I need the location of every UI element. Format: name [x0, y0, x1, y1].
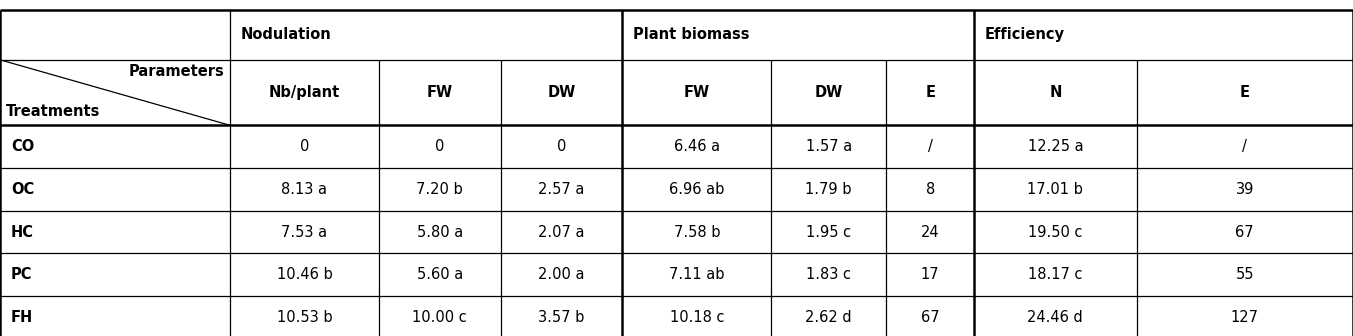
- Text: Nb/plant: Nb/plant: [269, 85, 340, 100]
- Text: 7.20 b: 7.20 b: [417, 182, 463, 197]
- Text: /: /: [1242, 139, 1247, 154]
- Text: Nodulation: Nodulation: [241, 28, 331, 42]
- Text: 10.53 b: 10.53 b: [276, 310, 333, 325]
- Text: 0: 0: [300, 139, 308, 154]
- Text: 67: 67: [921, 310, 939, 325]
- Text: 2.57 a: 2.57 a: [538, 182, 584, 197]
- Text: Treatments: Treatments: [5, 104, 100, 119]
- Text: Efficiency: Efficiency: [985, 28, 1065, 42]
- Text: 1.57 a: 1.57 a: [805, 139, 852, 154]
- Text: OC: OC: [11, 182, 34, 197]
- Text: 1.83 c: 1.83 c: [806, 267, 851, 282]
- Text: 5.80 a: 5.80 a: [417, 224, 463, 240]
- Text: 10.18 c: 10.18 c: [670, 310, 724, 325]
- Text: 67: 67: [1235, 224, 1254, 240]
- Text: 7.53 a: 7.53 a: [281, 224, 327, 240]
- Text: 18.17 c: 18.17 c: [1028, 267, 1082, 282]
- Text: 7.11 ab: 7.11 ab: [668, 267, 725, 282]
- Text: 24.46 d: 24.46 d: [1027, 310, 1084, 325]
- Text: 8.13 a: 8.13 a: [281, 182, 327, 197]
- Text: FW: FW: [426, 85, 453, 100]
- Text: 1.95 c: 1.95 c: [806, 224, 851, 240]
- Text: 7.58 b: 7.58 b: [674, 224, 720, 240]
- Text: FH: FH: [11, 310, 32, 325]
- Text: 39: 39: [1235, 182, 1254, 197]
- Text: 3.57 b: 3.57 b: [538, 310, 584, 325]
- Text: 10.00 c: 10.00 c: [413, 310, 467, 325]
- Text: 17.01 b: 17.01 b: [1027, 182, 1084, 197]
- Text: 5.60 a: 5.60 a: [417, 267, 463, 282]
- Text: 55: 55: [1235, 267, 1254, 282]
- Text: 8: 8: [925, 182, 935, 197]
- Text: 6.46 a: 6.46 a: [674, 139, 720, 154]
- Text: 2.07 a: 2.07 a: [538, 224, 584, 240]
- Text: 24: 24: [921, 224, 939, 240]
- Text: DW: DW: [815, 85, 843, 100]
- Text: DW: DW: [548, 85, 575, 100]
- Text: 127: 127: [1231, 310, 1258, 325]
- Text: 19.50 c: 19.50 c: [1028, 224, 1082, 240]
- Text: 0: 0: [557, 139, 566, 154]
- Text: FW: FW: [683, 85, 710, 100]
- Text: E: E: [1239, 85, 1250, 100]
- Text: Plant biomass: Plant biomass: [633, 28, 750, 42]
- Text: /: /: [928, 139, 932, 154]
- Text: 10.46 b: 10.46 b: [276, 267, 333, 282]
- Text: 2.62 d: 2.62 d: [805, 310, 852, 325]
- Text: 0: 0: [436, 139, 444, 154]
- Text: Parameters: Parameters: [129, 64, 225, 79]
- Text: PC: PC: [11, 267, 32, 282]
- Text: N: N: [1049, 85, 1062, 100]
- Text: 2.00 a: 2.00 a: [538, 267, 584, 282]
- Text: E: E: [925, 85, 935, 100]
- Text: 17: 17: [921, 267, 939, 282]
- Text: HC: HC: [11, 224, 34, 240]
- Text: 1.79 b: 1.79 b: [805, 182, 852, 197]
- Text: CO: CO: [11, 139, 34, 154]
- Text: 6.96 ab: 6.96 ab: [670, 182, 724, 197]
- Text: 12.25 a: 12.25 a: [1027, 139, 1084, 154]
